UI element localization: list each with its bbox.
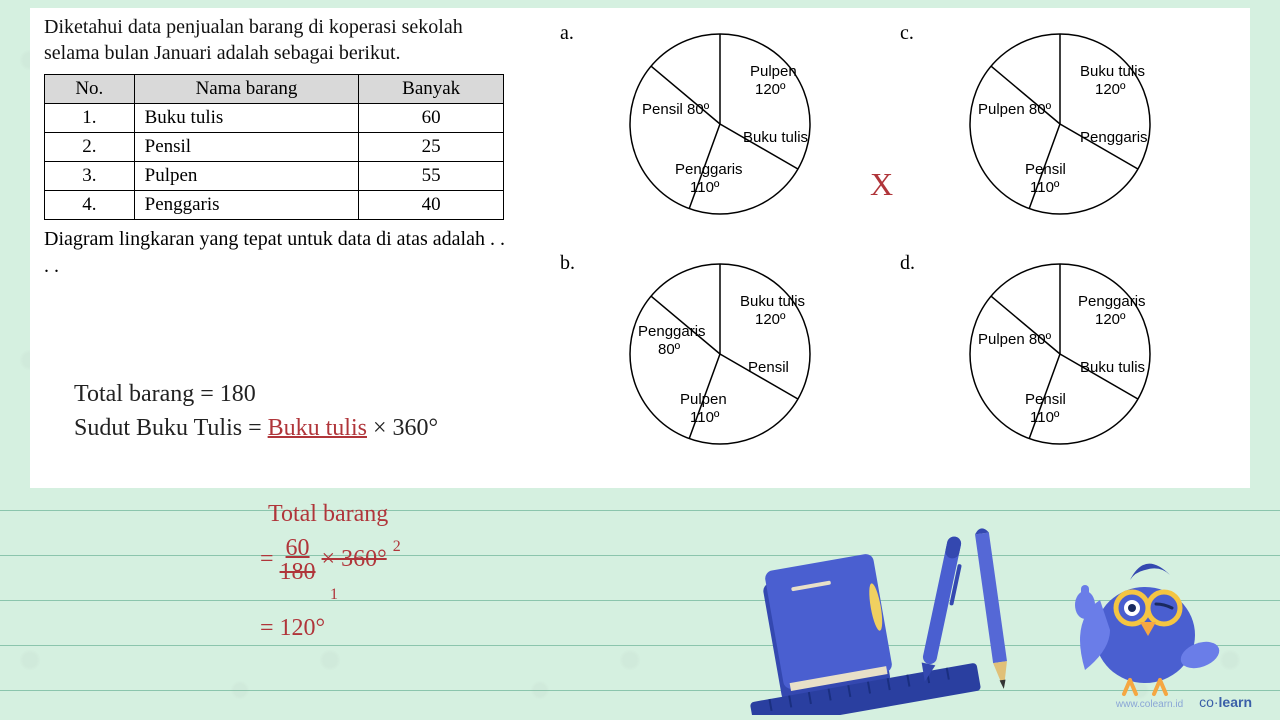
hw-calc-times: × 360° [322,543,387,577]
slice-label: Pensil [1025,391,1066,408]
slice-label: Pensil 80º [642,101,710,118]
footer: www.colearn.id co·learn [1116,694,1252,710]
pie-b: Buku tulis 120º Penggaris 80º Pulpen 110… [580,244,900,474]
slice-label: Pensil [1025,161,1066,178]
option-label-d: d. [900,244,920,474]
option-label-c: c. [900,14,920,244]
slice-label: Pensil [748,359,789,376]
hw-calc-den: 180 [280,560,316,584]
hw-equals: = [260,543,274,577]
hw-times-360: × 360° [373,412,438,446]
hw-frac-top: Buku tulis [268,412,367,446]
hw-calc-num: 60 [286,536,310,560]
pie-chart-c: Buku tulis 120º Pulpen 80º Pensil 110º P… [920,14,1200,234]
slice-angle: 110º [690,179,720,196]
slice-angle: 120º [755,311,786,328]
slice-angle: 110º [1030,409,1060,426]
hw-sudut-label: Sudut Buku Tulis = [74,412,262,446]
pie-options-grid: a. Pulpen 120º Pensil 80º Penggaris 110º… [560,14,1260,474]
slice-label: Pulpen [680,391,727,408]
school-supplies-icon [730,505,1050,715]
problem-intro: Diketahui data penjualan barang di koper… [44,14,514,66]
table-row: 4. Penggaris 40 [45,191,504,220]
slice-label: Pulpen [750,63,797,80]
slice-label: Penggaris [675,161,743,178]
slice-label: Penggaris [638,323,706,340]
slice-label: Pulpen 80º [978,101,1052,118]
pie-chart-d: Penggaris 120º Pulpen 80º Pensil 110º Bu… [920,244,1200,464]
handwriting-below: Total barang = 60 180 × 360° 2 1 = 120° [260,498,610,646]
handwriting-work: Total barang = 180 Sudut Buku Tulis = Bu… [74,378,574,445]
slice-label: Pulpen 80º [978,331,1052,348]
pie-chart-b: Buku tulis 120º Penggaris 80º Pulpen 110… [580,244,860,464]
wrong-mark-icon: X [870,166,893,203]
slice-label: Buku tulis [1080,359,1145,376]
slice-label: Penggaris [1078,293,1146,310]
pie-c: Buku tulis 120º Pulpen 80º Pensil 110º P… [920,14,1240,244]
notebook-line [0,510,1280,511]
slice-label: Buku tulis [740,293,805,310]
hw-total: Total barang = 180 [74,378,574,412]
option-label-a: a. [560,14,580,244]
hw-sub2: 2 [393,536,401,558]
data-table: No. Nama barang Banyak 1. Buku tulis 60 … [44,74,504,220]
table-row: 2. Pensil 25 [45,133,504,162]
table-header-no: No. [45,75,135,104]
pie-d: Penggaris 120º Pulpen 80º Pensil 110º Bu… [920,244,1240,474]
pie-a: Pulpen 120º Pensil 80º Penggaris 110º Bu… [580,14,900,244]
slice-angle: 110º [690,409,720,426]
slice-angle: 120º [1095,311,1126,328]
hw-sub1: 1 [330,584,610,606]
slice-label: Buku tulis [1080,63,1145,80]
table-row: 3. Pulpen 55 [45,162,504,191]
table-header-name: Nama barang [134,75,359,104]
slice-angle: 120º [755,81,786,98]
mascot-bird-icon [1060,540,1230,700]
slice-angle: 120º [1095,81,1126,98]
table-row: 1. Buku tulis 60 [45,104,504,133]
hw-result: = 120° [260,612,610,646]
pie-chart-a: Pulpen 120º Pensil 80º Penggaris 110º Bu… [580,14,860,234]
problem-question: Diagram lingkaran yang tepat untuk data … [44,226,514,280]
problem-card: Diketahui data penjualan barang di koper… [30,8,1250,488]
hw-frac-bottom: Total barang [268,498,610,532]
slice-label: Penggaris [1080,129,1148,146]
footer-site: www.colearn.id [1116,699,1183,710]
slice-angle: 80º [658,341,681,358]
table-header-qty: Banyak [359,75,504,104]
slice-angle: 110º [1030,179,1060,196]
slice-label: Buku tulis [743,129,808,146]
brand-logo: co·learn [1199,694,1252,710]
